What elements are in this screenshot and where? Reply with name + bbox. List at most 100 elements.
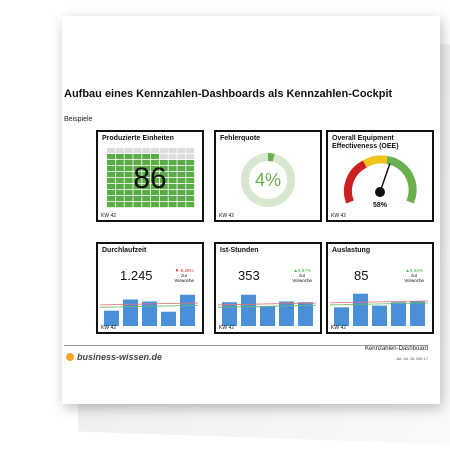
unit-cell [186, 148, 195, 154]
bar [279, 301, 294, 326]
unit-cell [115, 172, 124, 178]
unit-cell [177, 154, 186, 160]
bar [410, 301, 425, 326]
cycle-delta: ▼-8,26% zur Vorwoche [174, 268, 194, 283]
unit-cell [142, 184, 151, 190]
card-title: Overall Equipment Effectiveness (OEE) [332, 135, 399, 150]
unit-cell [107, 190, 115, 196]
section-subtitle: Beispiele [64, 116, 93, 123]
unit-grid [107, 148, 195, 208]
unit-cell [133, 190, 142, 196]
bar [391, 302, 406, 326]
article-number: Art.-Nr. 06 195 17 [396, 356, 428, 361]
bar [298, 302, 313, 326]
oee-value: 58% [372, 202, 387, 209]
delta-note: Vorwoche [404, 278, 424, 283]
delta-value: ▲8,97% [293, 268, 311, 273]
delta-note: Vorwoche [292, 278, 312, 283]
error-value: 4% [254, 170, 281, 190]
bar [123, 299, 138, 326]
card-title: Produzierte Einheiten [102, 135, 174, 142]
unit-cell [124, 160, 133, 166]
unit-cell [151, 202, 159, 208]
unit-cell [107, 172, 115, 178]
unit-cell [159, 166, 168, 172]
unit-cell [115, 166, 124, 172]
bar [180, 294, 195, 326]
bar [161, 311, 176, 326]
card-title: Auslastung [332, 247, 371, 254]
unit-cell [159, 148, 168, 154]
reference-line [99, 304, 199, 308]
unit-cell [186, 160, 195, 166]
unit-cell [142, 166, 151, 172]
unit-cell [124, 154, 133, 160]
unit-cell [142, 178, 151, 184]
unit-cell [186, 178, 195, 184]
unit-cell [151, 196, 159, 202]
unit-cell [133, 148, 142, 154]
document-sheet: Aufbau eines Kennzahlen-Dashboards als K… [62, 16, 440, 404]
card-oee: Overall Equipment Effectiveness (OEE) 58… [326, 130, 434, 222]
unit-cell [133, 196, 142, 202]
bar [334, 307, 349, 326]
week-label: KW 42 [101, 325, 117, 331]
unit-cell [133, 154, 142, 160]
cycle-value: 1.245 [120, 268, 153, 283]
unit-cell [115, 202, 124, 208]
unit-cell [115, 184, 124, 190]
brand-name: business-wissen.de [77, 352, 163, 362]
unit-cell [124, 196, 133, 202]
unit-cell [107, 196, 115, 202]
unit-cell [177, 166, 186, 172]
unit-cell [133, 160, 142, 166]
unit-cell [168, 202, 177, 208]
unit-cell [159, 190, 168, 196]
produced-value: 86 [133, 162, 167, 195]
delta-value: ▲5,43% [405, 268, 423, 273]
unit-cell [177, 172, 186, 178]
hours-delta: ▲8,97% zur Vorwoche [292, 268, 312, 283]
card-title: Ist-Stunden [220, 247, 259, 254]
unit-cell [107, 178, 115, 184]
bar [241, 294, 256, 326]
unit-cell [133, 166, 142, 172]
unit-cell [115, 178, 124, 184]
footer-divider [64, 345, 428, 346]
unit-cell [159, 196, 168, 202]
unit-cell [168, 178, 177, 184]
reference-line [217, 302, 317, 306]
unit-cell [177, 148, 186, 154]
bar [142, 301, 157, 326]
unit-cell [159, 202, 168, 208]
unit-cell [186, 202, 195, 208]
card-title: Durchlaufzeit [102, 247, 147, 254]
unit-cell [168, 166, 177, 172]
unit-cell [177, 184, 186, 190]
unit-cell [186, 166, 195, 172]
gauge-hub [375, 187, 385, 197]
unit-cell [159, 154, 168, 160]
unit-cell [124, 184, 133, 190]
gauge-green-zone [386, 156, 417, 204]
week-label: KW 42 [101, 213, 117, 219]
bar [372, 305, 387, 326]
unit-cell [168, 190, 177, 196]
unit-cell [107, 202, 115, 208]
unit-cell [177, 190, 186, 196]
week-label: KW 42 [219, 213, 235, 219]
hours-bar-chart [217, 294, 317, 326]
week-label: KW 42 [219, 325, 235, 331]
delta-note: Vorwoche [174, 278, 194, 283]
gauge-yellow-zone [362, 155, 388, 168]
unit-cell [151, 154, 159, 160]
card-utilization: Auslastung 85 ▲5,43% zur Vorwoche KW 42 [326, 242, 434, 334]
card-actual-hours: Ist-Stunden 353 ▲8,97% zur Vorwoche KW 4… [214, 242, 322, 334]
gauge-red-zone [344, 160, 367, 204]
bar [222, 302, 237, 326]
unit-cell [151, 172, 159, 178]
unit-cell [186, 154, 195, 160]
unit-cell [124, 178, 133, 184]
unit-cell [168, 154, 177, 160]
brand-dot-icon [66, 353, 74, 361]
